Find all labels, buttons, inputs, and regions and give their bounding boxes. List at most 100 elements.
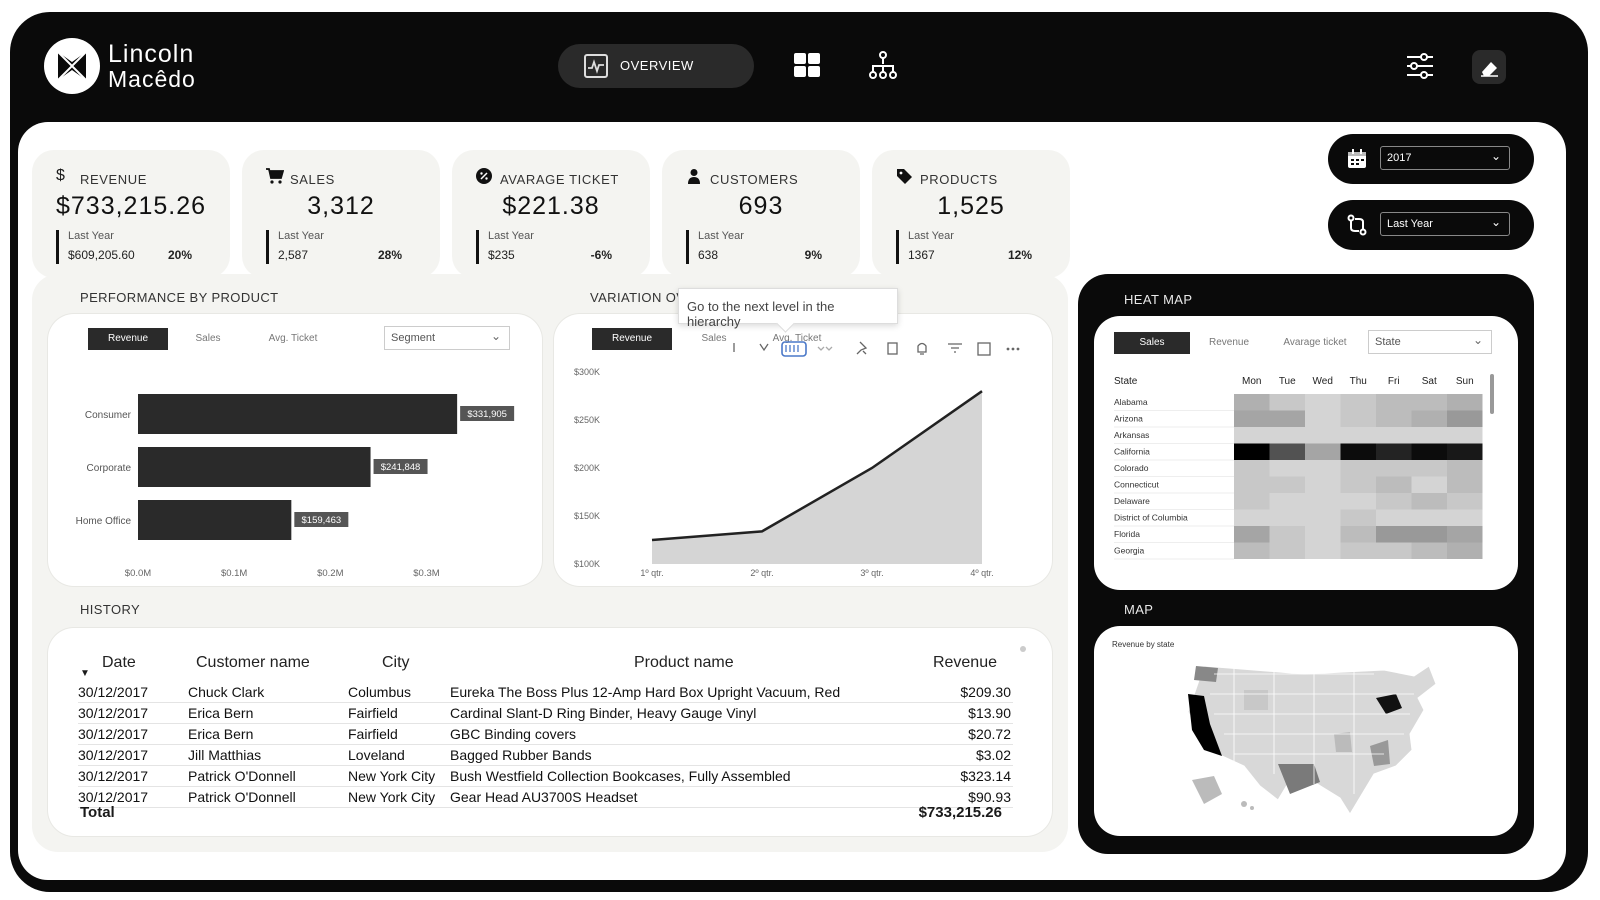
heatmap-cell[interactable]: [1269, 427, 1306, 444]
heatmap-cell[interactable]: [1269, 443, 1306, 461]
column-header-revenue[interactable]: Revenue: [932, 654, 997, 671]
heatmap-cell[interactable]: [1376, 460, 1412, 477]
heatmap-cell[interactable]: [1447, 443, 1483, 461]
heatmap-cell[interactable]: [1269, 542, 1306, 560]
heatmap-cell[interactable]: [1376, 427, 1412, 444]
heatmap-cell[interactable]: [1376, 394, 1412, 411]
state-dropdown[interactable]: State ⌄: [1368, 330, 1492, 354]
heatmap-cell[interactable]: [1234, 526, 1270, 543]
table-row[interactable]: 30/12/2017 Patrick O'Donnell New York City…: [78, 765, 1013, 787]
table-row[interactable]: 30/12/2017 Chuck Clark Columbus Eureka The …: [78, 682, 1013, 703]
heatmap-cell[interactable]: [1447, 509, 1483, 527]
heatmap-cell[interactable]: [1340, 394, 1377, 411]
heatmap-cell[interactable]: [1305, 410, 1341, 428]
tab-sales[interactable]: Sales: [701, 333, 727, 344]
heatmap-cell[interactable]: [1411, 443, 1448, 461]
heatmap-cell[interactable]: [1340, 427, 1377, 444]
heatmap-cell[interactable]: [1447, 410, 1483, 428]
heatmap-cell[interactable]: [1376, 443, 1412, 461]
heatmap-cell[interactable]: [1234, 542, 1270, 560]
year-select[interactable]: 2017 ⌄: [1380, 146, 1510, 170]
heatmap-cell[interactable]: [1411, 410, 1448, 428]
heatmap-cell[interactable]: [1447, 460, 1483, 477]
tab-sales[interactable]: Sales: [195, 333, 221, 344]
heatmap-cell[interactable]: [1269, 394, 1306, 411]
hierarchy-icon[interactable]: [868, 50, 898, 80]
heatmap-cell[interactable]: [1234, 493, 1270, 510]
column-header-city[interactable]: City: [382, 654, 410, 671]
heatmap-cell[interactable]: [1305, 526, 1341, 543]
heatmap-cell[interactable]: [1305, 427, 1341, 444]
heatmap-cell[interactable]: [1340, 410, 1377, 428]
heatmap-cell[interactable]: [1376, 526, 1412, 543]
heatmap-cell[interactable]: [1269, 476, 1306, 494]
comparison-select[interactable]: Last Year ⌄: [1380, 212, 1510, 236]
heatmap-cell[interactable]: [1376, 476, 1412, 494]
bar[interactable]: [138, 500, 292, 540]
column-header-product[interactable]: Product name: [634, 654, 734, 671]
tab-revenue[interactable]: Revenue: [1208, 337, 1250, 348]
heatmap-cell[interactable]: [1305, 476, 1341, 494]
heatmap-cell[interactable]: [1305, 509, 1341, 527]
heatmap-cell[interactable]: [1340, 542, 1377, 560]
heatmap-cell[interactable]: [1340, 493, 1377, 510]
heatmap-cell[interactable]: [1269, 526, 1306, 543]
filters-sliders-icon[interactable]: [1404, 50, 1436, 82]
heatmap-cell[interactable]: [1376, 542, 1412, 560]
scrollbar-thumb[interactable]: [1020, 646, 1026, 652]
heatmap-cell[interactable]: [1340, 460, 1377, 477]
us-choropleth-map[interactable]: [1174, 654, 1444, 824]
nav-overview-button[interactable]: OVERVIEW: [558, 44, 754, 88]
heatmap-scrollbar[interactable]: [1490, 374, 1494, 414]
heatmap-cell[interactable]: [1447, 427, 1483, 444]
heatmap-cell[interactable]: [1269, 460, 1306, 477]
heatmap-cell[interactable]: [1447, 542, 1483, 560]
heatmap-cell[interactable]: [1376, 509, 1412, 527]
tab-avg-ticket[interactable]: Avg. Ticket: [772, 333, 822, 344]
heatmap-cell[interactable]: [1447, 394, 1483, 411]
heatmap-cell[interactable]: [1411, 476, 1448, 494]
tab-revenue[interactable]: Revenue: [88, 328, 168, 350]
heatmap-cell[interactable]: [1234, 410, 1270, 428]
heatmap-cell[interactable]: [1340, 443, 1377, 461]
heatmap-cell[interactable]: [1411, 493, 1448, 510]
heatmap-cell[interactable]: [1305, 493, 1341, 510]
heatmap-cell[interactable]: [1376, 410, 1412, 428]
heatmap-cell[interactable]: [1340, 509, 1377, 527]
heatmap-cell[interactable]: [1447, 526, 1483, 543]
heatmap-cell[interactable]: [1447, 476, 1483, 494]
clear-filters-button[interactable]: [1472, 50, 1506, 84]
table-row[interactable]: 30/12/2017 Erica Bern Fairfield GBC Binding…: [78, 723, 1013, 745]
heatmap-cell[interactable]: [1234, 443, 1270, 461]
heatmap-cell[interactable]: [1305, 394, 1341, 411]
heatmap-cell[interactable]: [1305, 443, 1341, 461]
heatmap-cell[interactable]: [1234, 509, 1270, 527]
series-line[interactable]: [651, 390, 983, 542]
heatmap-cell[interactable]: [1305, 542, 1341, 560]
column-header-date[interactable]: Date: [102, 654, 136, 671]
heatmap-cell[interactable]: [1411, 509, 1448, 527]
heatmap-cell[interactable]: [1411, 542, 1448, 560]
heatmap-cell[interactable]: [1269, 509, 1306, 527]
bar[interactable]: [138, 447, 371, 487]
heatmap-cell[interactable]: [1376, 493, 1412, 510]
tab-revenue[interactable]: Revenue: [592, 328, 672, 350]
table-row[interactable]: 30/12/2017 Jill Matthias Loveland Bagged Ru…: [78, 744, 1013, 766]
heatmap-cell[interactable]: [1269, 493, 1306, 510]
heatmap-cell[interactable]: [1234, 394, 1270, 411]
tab-avg-ticket[interactable]: Avg. Ticket: [268, 333, 318, 344]
heatmap-cell[interactable]: [1234, 476, 1270, 494]
table-row[interactable]: 30/12/2017 Erica Bern Fairfield Cardinal Sl…: [78, 702, 1013, 724]
tab-sales[interactable]: Sales: [1114, 332, 1190, 354]
heatmap-cell[interactable]: [1447, 493, 1483, 510]
column-header-customer[interactable]: Customer name: [196, 654, 310, 671]
sort-descending-icon[interactable]: ▼: [80, 668, 90, 679]
heatmap-cell[interactable]: [1411, 526, 1448, 543]
heatmap-cell[interactable]: [1411, 394, 1448, 411]
heatmap-cell[interactable]: [1411, 427, 1448, 444]
bar[interactable]: [138, 394, 458, 434]
table-row[interactable]: 30/12/2017 Patrick O'Donnell New York City…: [78, 786, 1013, 808]
heatmap-cell[interactable]: [1411, 460, 1448, 477]
segment-dropdown[interactable]: Segment ⌄: [384, 326, 510, 350]
heatmap-cell[interactable]: [1234, 427, 1270, 444]
